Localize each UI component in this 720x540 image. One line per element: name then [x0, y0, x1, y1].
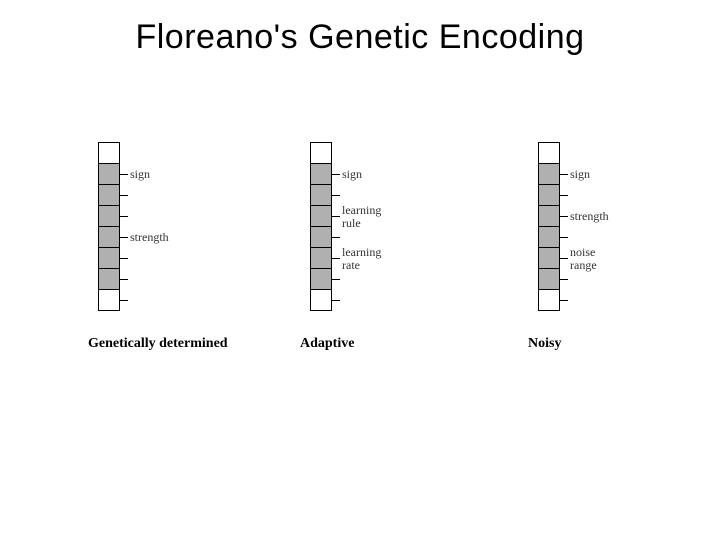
bit-cell — [98, 205, 120, 227]
bit-column — [310, 142, 332, 311]
tick-mark — [560, 237, 568, 238]
bit-cell — [98, 163, 120, 185]
tick-mark — [332, 279, 340, 280]
bit-cell — [310, 226, 332, 248]
bit-cell — [98, 268, 120, 290]
bit-cell — [98, 247, 120, 269]
column-caption: Adaptive — [300, 336, 354, 353]
tick-mark — [120, 174, 128, 175]
tick-mark — [332, 300, 340, 301]
bit-column — [98, 142, 120, 311]
tick-mark — [332, 174, 340, 175]
bit-cell — [98, 289, 120, 311]
tick-mark — [560, 216, 568, 217]
bit-cell — [310, 163, 332, 185]
tick-mark — [332, 237, 340, 238]
tick-mark — [120, 216, 128, 217]
tick-mark — [120, 195, 128, 196]
tick-mark — [120, 279, 128, 280]
bit-cell — [538, 268, 560, 290]
tick-mark — [120, 237, 128, 238]
bit-cell — [310, 247, 332, 269]
tick-mark — [560, 300, 568, 301]
tick-mark — [560, 174, 568, 175]
bit-cell — [538, 289, 560, 311]
tick-mark — [332, 195, 340, 196]
bit-cell — [310, 205, 332, 227]
bit-cell — [538, 142, 560, 164]
field-label: learning rate — [342, 246, 381, 272]
bit-cell — [310, 142, 332, 164]
encoding-column-genetically-determined: sign strength — [98, 142, 218, 311]
encoding-column-adaptive: sign learning rule learning rate — [310, 142, 430, 311]
field-label: sign — [570, 168, 590, 181]
bit-cell — [98, 142, 120, 164]
column-caption: Genetically determined — [88, 336, 228, 353]
field-label: noise range — [570, 246, 597, 272]
tick-mark — [560, 279, 568, 280]
bit-column — [538, 142, 560, 311]
bit-cell — [538, 247, 560, 269]
bit-cell — [98, 226, 120, 248]
bit-cell — [310, 184, 332, 206]
bit-cell — [538, 226, 560, 248]
bit-cell — [310, 268, 332, 290]
bit-cell — [538, 163, 560, 185]
field-label: sign — [342, 168, 362, 181]
tick-mark — [120, 300, 128, 301]
field-label: learning rule — [342, 204, 381, 230]
tick-mark — [560, 195, 568, 196]
tick-mark — [332, 258, 340, 259]
field-label: sign — [130, 168, 150, 181]
tick-mark — [332, 216, 340, 217]
page-title: Floreano's Genetic Encoding — [0, 18, 720, 57]
field-label: strength — [570, 210, 609, 223]
bit-cell — [98, 184, 120, 206]
tick-mark — [120, 258, 128, 259]
tick-mark — [560, 258, 568, 259]
column-caption: Noisy — [528, 336, 561, 353]
encoding-column-noisy: sign strength noise range — [538, 142, 658, 311]
bit-cell — [538, 205, 560, 227]
bit-cell — [310, 289, 332, 311]
field-label: strength — [130, 231, 169, 244]
bit-cell — [538, 184, 560, 206]
